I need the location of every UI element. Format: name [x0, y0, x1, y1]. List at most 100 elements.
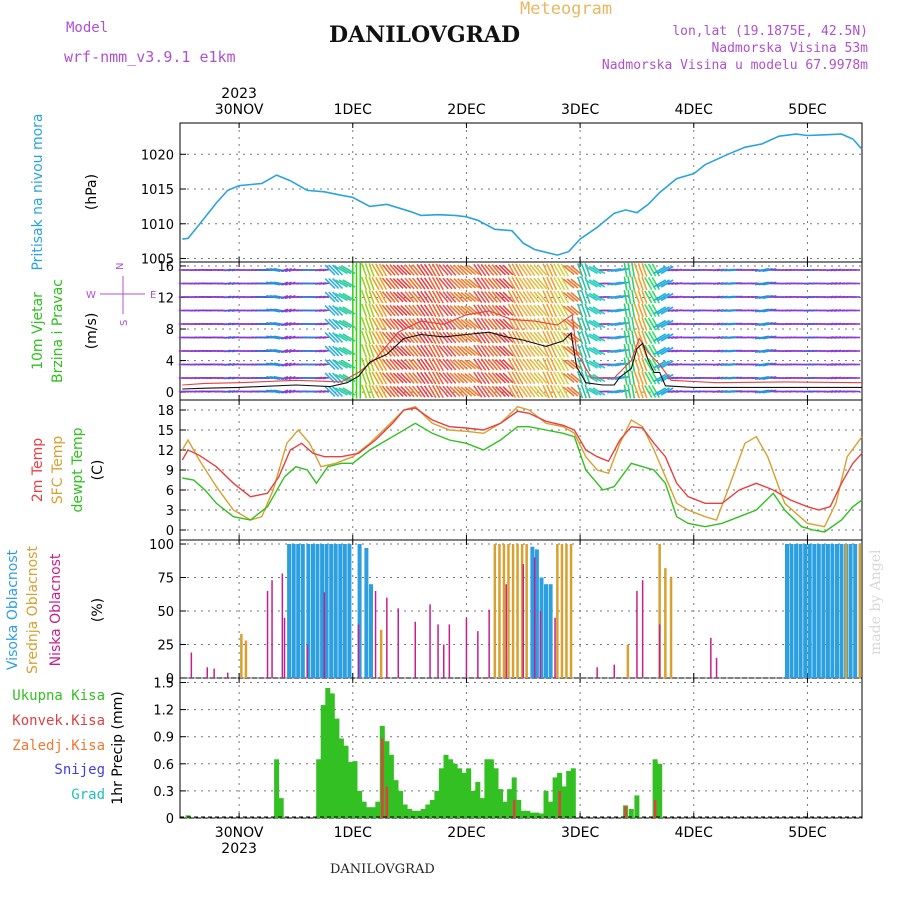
cloud-bar: [323, 592, 326, 678]
wind-arrow: [546, 276, 554, 291]
wind-arrow: [623, 316, 628, 332]
wind-arrow: [614, 295, 629, 299]
wind-arrow: [542, 384, 550, 399]
wind-arrow: [457, 359, 469, 370]
wind-arrow: [651, 290, 660, 304]
wind-arrow: [560, 344, 570, 358]
x-tick-label-top: 1DEC: [334, 102, 373, 118]
wind-arrow: [487, 277, 499, 290]
wind-arrow: [623, 357, 628, 372]
cloud-bar: [807, 544, 812, 678]
cloud-bar: [357, 624, 360, 678]
wind-arrow: [631, 276, 636, 291]
wind-arrow: [614, 349, 629, 353]
wind-arrow: [511, 263, 520, 277]
cloud-bar: [812, 544, 817, 678]
precip-bar: [375, 801, 381, 818]
wind-arrow: [378, 277, 388, 290]
wind-arrow: [533, 372, 544, 384]
chart-text: 30NOV 30NOV 1DEC 1DEC 2DEC 2DEC 3DEC 3DEC 4DEC 4D…: [5, 86, 827, 857]
wind-arrow: [400, 359, 412, 370]
wind-arrow: [542, 303, 550, 318]
wind-arrow: [480, 263, 490, 277]
wind-arrow: [442, 264, 453, 276]
wind-arrow: [468, 291, 480, 303]
wind-arrow: [562, 264, 575, 276]
wind-arrow: [614, 362, 629, 367]
wind-arrow: [762, 389, 777, 394]
wind-arrow: [627, 303, 632, 318]
cloud-bar: [190, 652, 193, 678]
wind-arrow: [442, 345, 453, 357]
wind-arrow: [588, 306, 602, 315]
wind-arrow: [416, 290, 426, 304]
wind-arrow: [322, 282, 330, 285]
wind-arrow: [449, 386, 461, 397]
cloud-bar: [626, 644, 630, 678]
wind-arrow: [518, 358, 528, 371]
wind-arrow: [446, 277, 457, 290]
wind-arrow: [438, 331, 449, 344]
wind-arrow: [460, 305, 473, 316]
wind-arrow: [360, 290, 368, 304]
wind-arrow: [400, 372, 412, 384]
wind-arrow: [491, 358, 502, 371]
wind-arrow: [576, 344, 584, 358]
pressure-label: Pritisak na nivou mora: [30, 113, 46, 270]
wind-arrow: [431, 331, 441, 344]
wind-arrow: [389, 358, 400, 371]
wind-arrow: [584, 346, 598, 356]
wind-arrow: [515, 358, 524, 371]
wind-arrow: [580, 276, 588, 291]
cloud-bar: [240, 633, 243, 678]
cloud-high-label: Visoka Oblacnost: [5, 549, 21, 670]
wind-arrow: [614, 268, 629, 272]
wind-arrow: [526, 385, 536, 398]
wind-arrow: [404, 385, 415, 398]
wind-arrow: [660, 292, 674, 302]
precip-bar: [320, 705, 326, 818]
wind-arrow: [651, 277, 660, 290]
wind-arrow: [562, 278, 575, 289]
wind-arrow: [435, 344, 444, 358]
wind-arrow: [334, 346, 348, 356]
wind-arrow: [560, 371, 570, 385]
wind-arrow: [334, 360, 348, 369]
wind-arrow: [560, 277, 570, 290]
precip-bar: [534, 812, 540, 818]
wind-arrow: [428, 317, 437, 331]
wind-arrow: [281, 349, 289, 353]
wind-arrow: [449, 372, 461, 384]
wind-arrow: [453, 386, 465, 397]
wind-arrow: [328, 386, 340, 397]
wind-arrow: [338, 360, 352, 369]
wind-arrow: [533, 304, 544, 317]
wind-arrow: [400, 332, 412, 343]
wind-arrow: [498, 372, 510, 384]
wind-arrow: [631, 262, 636, 278]
wind-arrow: [495, 291, 507, 303]
wind-arrow: [464, 264, 477, 276]
wind-arrow: [502, 372, 514, 384]
wind-arrow: [536, 304, 548, 317]
precip-bar: [420, 809, 426, 818]
wind-arrow: [457, 318, 469, 330]
wind-arrow: [637, 317, 644, 331]
wind-arrow: [556, 344, 566, 358]
wind-arrow: [420, 331, 430, 344]
wind-arrow: [484, 318, 495, 330]
wind-arrow: [438, 358, 449, 371]
wind-arrow: [385, 318, 396, 330]
wind-arrow: [416, 385, 426, 398]
precip-legend-label: Zaledj.Kisa: [12, 738, 105, 754]
cloud-bar: [511, 544, 515, 678]
wind-arrow: [431, 290, 441, 304]
cloud-bar: [315, 544, 320, 678]
cloud-bar: [821, 544, 826, 678]
wind-arrow: [334, 387, 348, 396]
wind-arrow: [584, 317, 591, 331]
wind-arrow: [464, 278, 477, 289]
wind-arrow: [332, 278, 344, 289]
wind-arrow: [288, 349, 296, 353]
wind-arrow: [623, 262, 628, 278]
